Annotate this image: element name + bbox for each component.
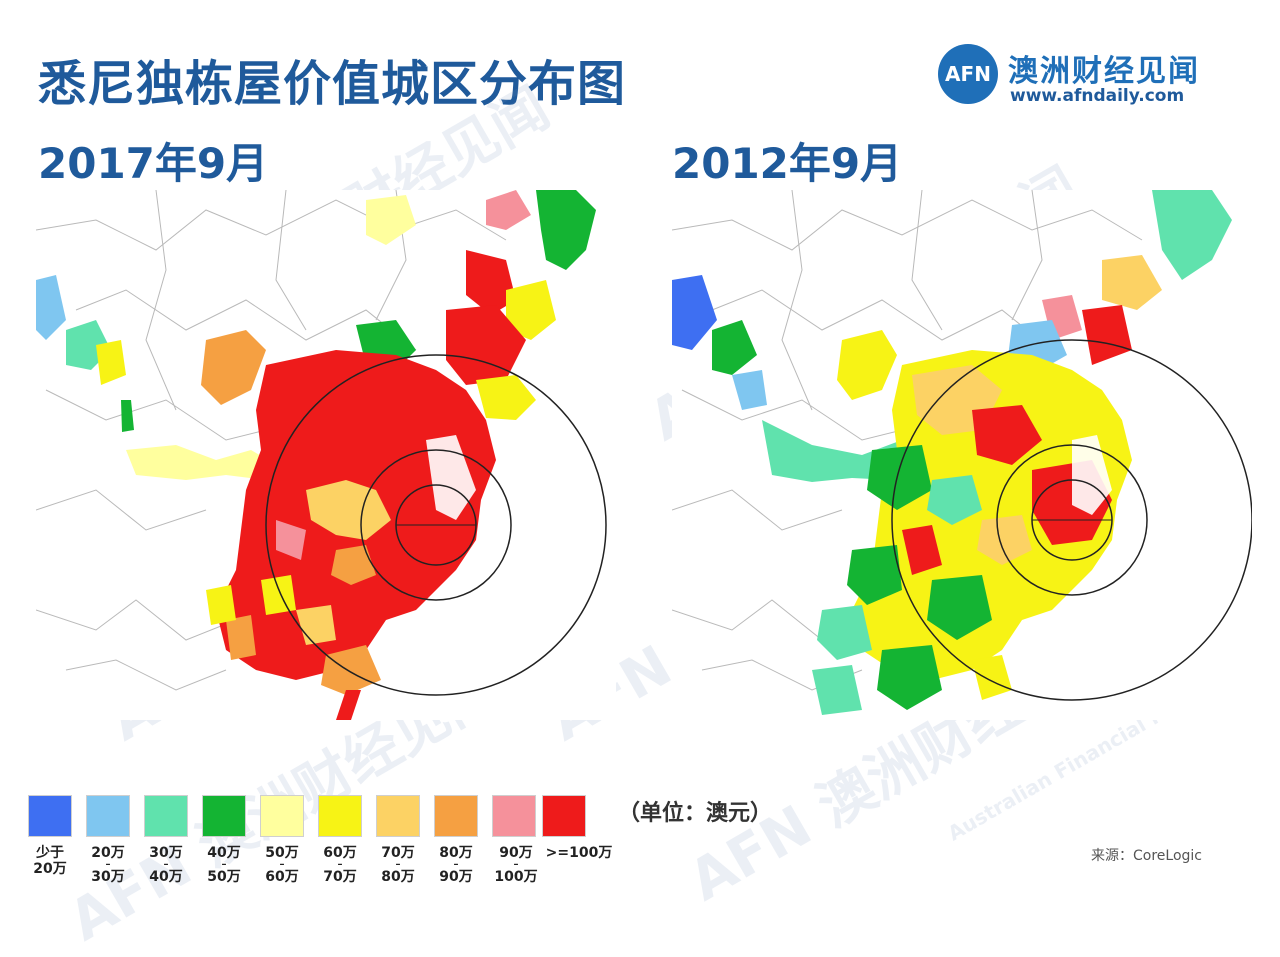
map-2012 [672,190,1252,720]
source-note: 来源：CoreLogic [1091,848,1202,864]
legend-label-3: 40万 –50万 [207,845,241,885]
logo-url: www.afndaily.com [1010,86,1185,106]
legend-label-4: 50万 –60万 [265,845,299,885]
map-2017-svg [36,190,607,720]
map-date-2017: 2017年9月 [38,139,269,188]
map-date-2012: 2012年9月 [672,139,903,188]
legend: 少于 20万 20万 –30万 30万 –40万 40万 –50万 50万 –60万 60… [28,795,828,905]
afn-logo: AFN 澳洲财经见闻 www.afndaily.com [938,42,1238,108]
legend-label-6: 70万 –80万 [381,845,415,885]
legend-label-0: 少于 20万 [33,845,67,877]
legend-label-8: 90万 –100万 [494,845,538,885]
logo-name: 澳洲财经见闻 [1008,54,1200,89]
legend-label-7: 80万 –90万 [439,845,473,885]
map-2012-svg [672,190,1252,715]
page-title: 悉尼独栋屋价值城区分布图 [38,56,627,112]
legend-swatch-3 [202,795,246,837]
legend-label-5: 60万 –70万 [323,845,357,885]
afn-logo-icon: AFN [938,44,998,104]
legend-swatch-6 [376,795,420,837]
map-2017 [36,190,616,720]
legend-swatch-1 [86,795,130,837]
legend-label-1: 20万 –30万 [91,845,125,885]
legend-swatch-7 [434,795,478,837]
legend-label-2: 30万 –40万 [149,845,183,885]
legend-swatch-2 [144,795,188,837]
legend-unit: （单位：澳元） [618,801,773,826]
legend-swatch-8 [492,795,536,837]
legend-label-9: >=100万 [545,845,613,861]
legend-swatch-4 [260,795,304,837]
legend-swatch-9 [542,795,586,837]
legend-swatch-0 [28,795,72,837]
legend-swatch-5 [318,795,362,837]
